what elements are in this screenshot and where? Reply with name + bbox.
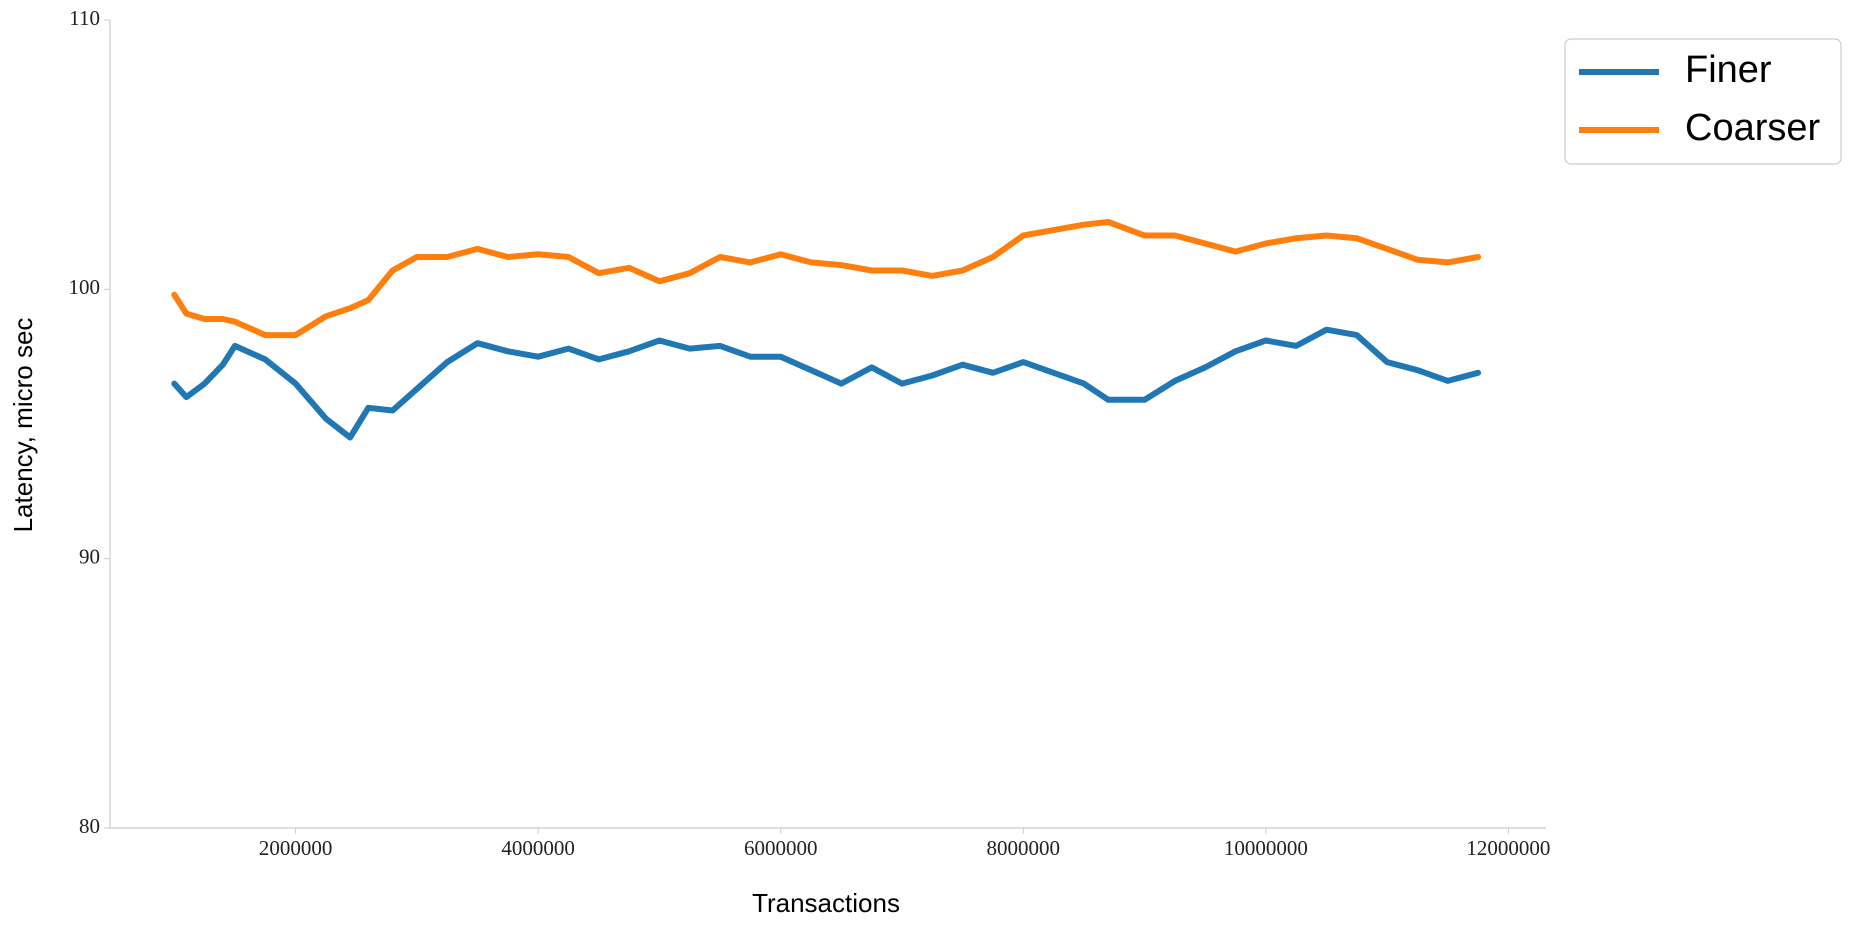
y-tick-label: 90 [79, 544, 100, 568]
y-tick-label: 110 [69, 6, 100, 30]
legend-label: Finer [1685, 49, 1772, 91]
series-line [171, 219, 1482, 339]
x-tick-label: 10000000 [1224, 836, 1308, 860]
x-axis-label: Transactions [752, 888, 900, 918]
y-tick-label: 100 [69, 275, 101, 299]
y-tick-label: 80 [79, 814, 100, 838]
x-tick-label: 8000000 [987, 836, 1061, 860]
series-line [171, 326, 1482, 441]
legend-label: Coarser [1685, 107, 1820, 149]
y-axis-label: Latency, micro sec [8, 318, 38, 533]
x-tick-label: 6000000 [744, 836, 818, 860]
x-tick-label: 4000000 [501, 836, 575, 860]
x-tick-label: 12000000 [1466, 836, 1550, 860]
x-tick-label: 2000000 [259, 836, 333, 860]
